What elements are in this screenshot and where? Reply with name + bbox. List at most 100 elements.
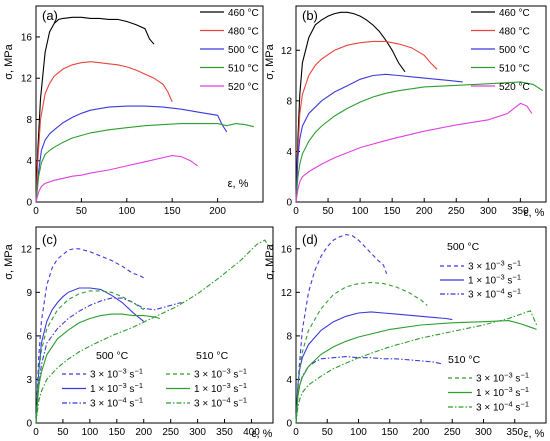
x-tick-label: 150 bbox=[381, 427, 398, 438]
legend-label: 510 °C bbox=[499, 64, 530, 75]
series-line bbox=[35, 239, 271, 424]
y-tick-label: 9 bbox=[26, 288, 32, 299]
legend-label: 1 × 10−3 s−1 bbox=[90, 381, 143, 395]
x-tick-label: 50 bbox=[57, 427, 69, 438]
series-line bbox=[295, 40, 438, 203]
y-tick-label: 4 bbox=[26, 156, 32, 167]
series-line bbox=[295, 311, 453, 424]
legend-label: 500 °C bbox=[447, 241, 480, 253]
x-axis-label: ε, % bbox=[524, 207, 545, 219]
series-line bbox=[295, 102, 533, 203]
ticks: 0 50 100 150 200 250 300 350 400 0 3 6 9 12 bbox=[21, 244, 260, 438]
series-line bbox=[295, 11, 406, 203]
legend-label: 480 °C bbox=[228, 27, 259, 38]
legend-label: 3 × 10−3 s−1 bbox=[476, 371, 529, 385]
y-tick-label: 4 bbox=[286, 375, 292, 386]
y-tick-label: 16 bbox=[21, 32, 33, 43]
ticks: 0 50 100 150 200 250 300 350 0 4 8 12 16 bbox=[281, 244, 524, 438]
y-tick-label: 0 bbox=[26, 198, 32, 209]
legend-label: 1 × 10−3 s−1 bbox=[194, 381, 247, 395]
panel-a: (a) σ, MPa ε, % 0 50 100 150 200 0 4 8 12 16 bbox=[3, 5, 264, 217]
series-line bbox=[35, 287, 145, 424]
x-tick-label: 100 bbox=[350, 427, 367, 438]
series-line bbox=[35, 290, 145, 424]
x-axis-label: ε, % bbox=[524, 428, 545, 440]
legend-label: 1 × 10−3 s−1 bbox=[476, 385, 529, 399]
legend-label: 3 × 10−4 s−1 bbox=[468, 287, 521, 301]
y-tick-label: 8 bbox=[286, 96, 292, 107]
legend-label: 500 °C bbox=[228, 45, 259, 56]
series-line bbox=[35, 313, 161, 424]
x-tick-label: 0 bbox=[293, 206, 299, 217]
y-tick-label: 4 bbox=[286, 147, 292, 158]
legend-c: 500 °C 510 °C3 × 10−3 s−1 3 × 10−3 s−11 × … bbox=[62, 350, 247, 410]
x-tick-label: 200 bbox=[135, 427, 152, 438]
y-axis-label: σ, MPa bbox=[264, 43, 276, 79]
series-line bbox=[295, 281, 428, 424]
legend-label: 510 °C bbox=[448, 354, 481, 366]
y-tick-label: 8 bbox=[26, 115, 32, 126]
x-axis-label: ε, % bbox=[228, 178, 249, 190]
series-line bbox=[295, 81, 544, 203]
panel-b: (b) σ, MPa ε, % 0 50 100 150 200 250 300 350048… bbox=[264, 5, 547, 219]
x-tick-label: 150 bbox=[164, 206, 181, 217]
series-line bbox=[35, 61, 173, 203]
x-tick-label: 250 bbox=[448, 206, 465, 217]
legend-label: 500 °C bbox=[96, 350, 129, 362]
series-group bbox=[35, 239, 271, 424]
x-tick-label: 200 bbox=[209, 206, 226, 217]
series-line bbox=[35, 123, 255, 203]
series-line bbox=[35, 248, 144, 424]
series-group bbox=[295, 234, 538, 424]
y-tick-label: 6 bbox=[26, 331, 32, 342]
x-tick-label: 0 bbox=[293, 427, 299, 438]
x-tick-label: 350 bbox=[506, 427, 523, 438]
x-tick-label: 100 bbox=[352, 206, 369, 217]
panel-label: (d) bbox=[302, 232, 318, 247]
series-line bbox=[295, 320, 537, 424]
y-tick-label: 12 bbox=[281, 288, 293, 299]
legend-label: 1 × 10−3 s−1 bbox=[468, 273, 521, 287]
y-tick-label: 12 bbox=[21, 74, 33, 85]
x-tick-label: 300 bbox=[475, 427, 492, 438]
series-line bbox=[295, 310, 538, 424]
panel-label: (b) bbox=[302, 8, 318, 23]
plot-frame bbox=[35, 226, 274, 424]
series-group bbox=[35, 16, 255, 203]
legend-label: 520 °C bbox=[499, 82, 530, 93]
series-line bbox=[35, 16, 155, 203]
plot-frame bbox=[295, 5, 547, 203]
x-tick-label: 150 bbox=[108, 427, 125, 438]
series-group bbox=[295, 11, 544, 203]
legend-label: 510 °C bbox=[196, 350, 229, 362]
x-axis-label: ε, % bbox=[252, 428, 273, 440]
panel-d: (d) σ, MPa ε, % 0 50 100 150 200 250 300 350 0 4 8… bbox=[264, 226, 547, 440]
legend-label: 480 °C bbox=[499, 27, 530, 38]
y-tick-label: 12 bbox=[21, 244, 33, 255]
legend-label: 460 °C bbox=[499, 8, 530, 19]
y-tick-label: 0 bbox=[286, 419, 292, 430]
x-tick-label: 350 bbox=[216, 427, 233, 438]
x-tick-label: 100 bbox=[118, 206, 135, 217]
ticks: 0 50 100 150 200 0 4 8 12 16 bbox=[21, 32, 227, 217]
legend-label: 500 °C bbox=[499, 45, 530, 56]
series-line bbox=[295, 73, 463, 203]
x-tick-label: 300 bbox=[480, 206, 497, 217]
y-axis-label: σ, MPa bbox=[264, 243, 276, 279]
series-line bbox=[35, 105, 228, 203]
x-tick-label: 250 bbox=[162, 427, 179, 438]
x-tick-label: 50 bbox=[322, 427, 334, 438]
panel-label: (a) bbox=[42, 8, 58, 23]
legend-label: 3 × 10−3 s−1 bbox=[194, 367, 247, 381]
x-tick-label: 0 bbox=[33, 427, 39, 438]
y-tick-label: 0 bbox=[286, 198, 292, 209]
series-line bbox=[295, 356, 444, 424]
legend-d: 500 °C3 × 10−3 s−11 × 10−3 s−13 × 10−4 s… bbox=[440, 241, 529, 414]
x-tick-label: 200 bbox=[413, 427, 430, 438]
y-axis-label: σ, MPa bbox=[3, 43, 15, 79]
x-tick-label: 300 bbox=[189, 427, 206, 438]
x-tick-label: 100 bbox=[82, 427, 99, 438]
x-tick-label: 400 bbox=[243, 427, 260, 438]
legend-label: 520 °C bbox=[228, 82, 259, 93]
x-tick-label: 50 bbox=[76, 206, 88, 217]
